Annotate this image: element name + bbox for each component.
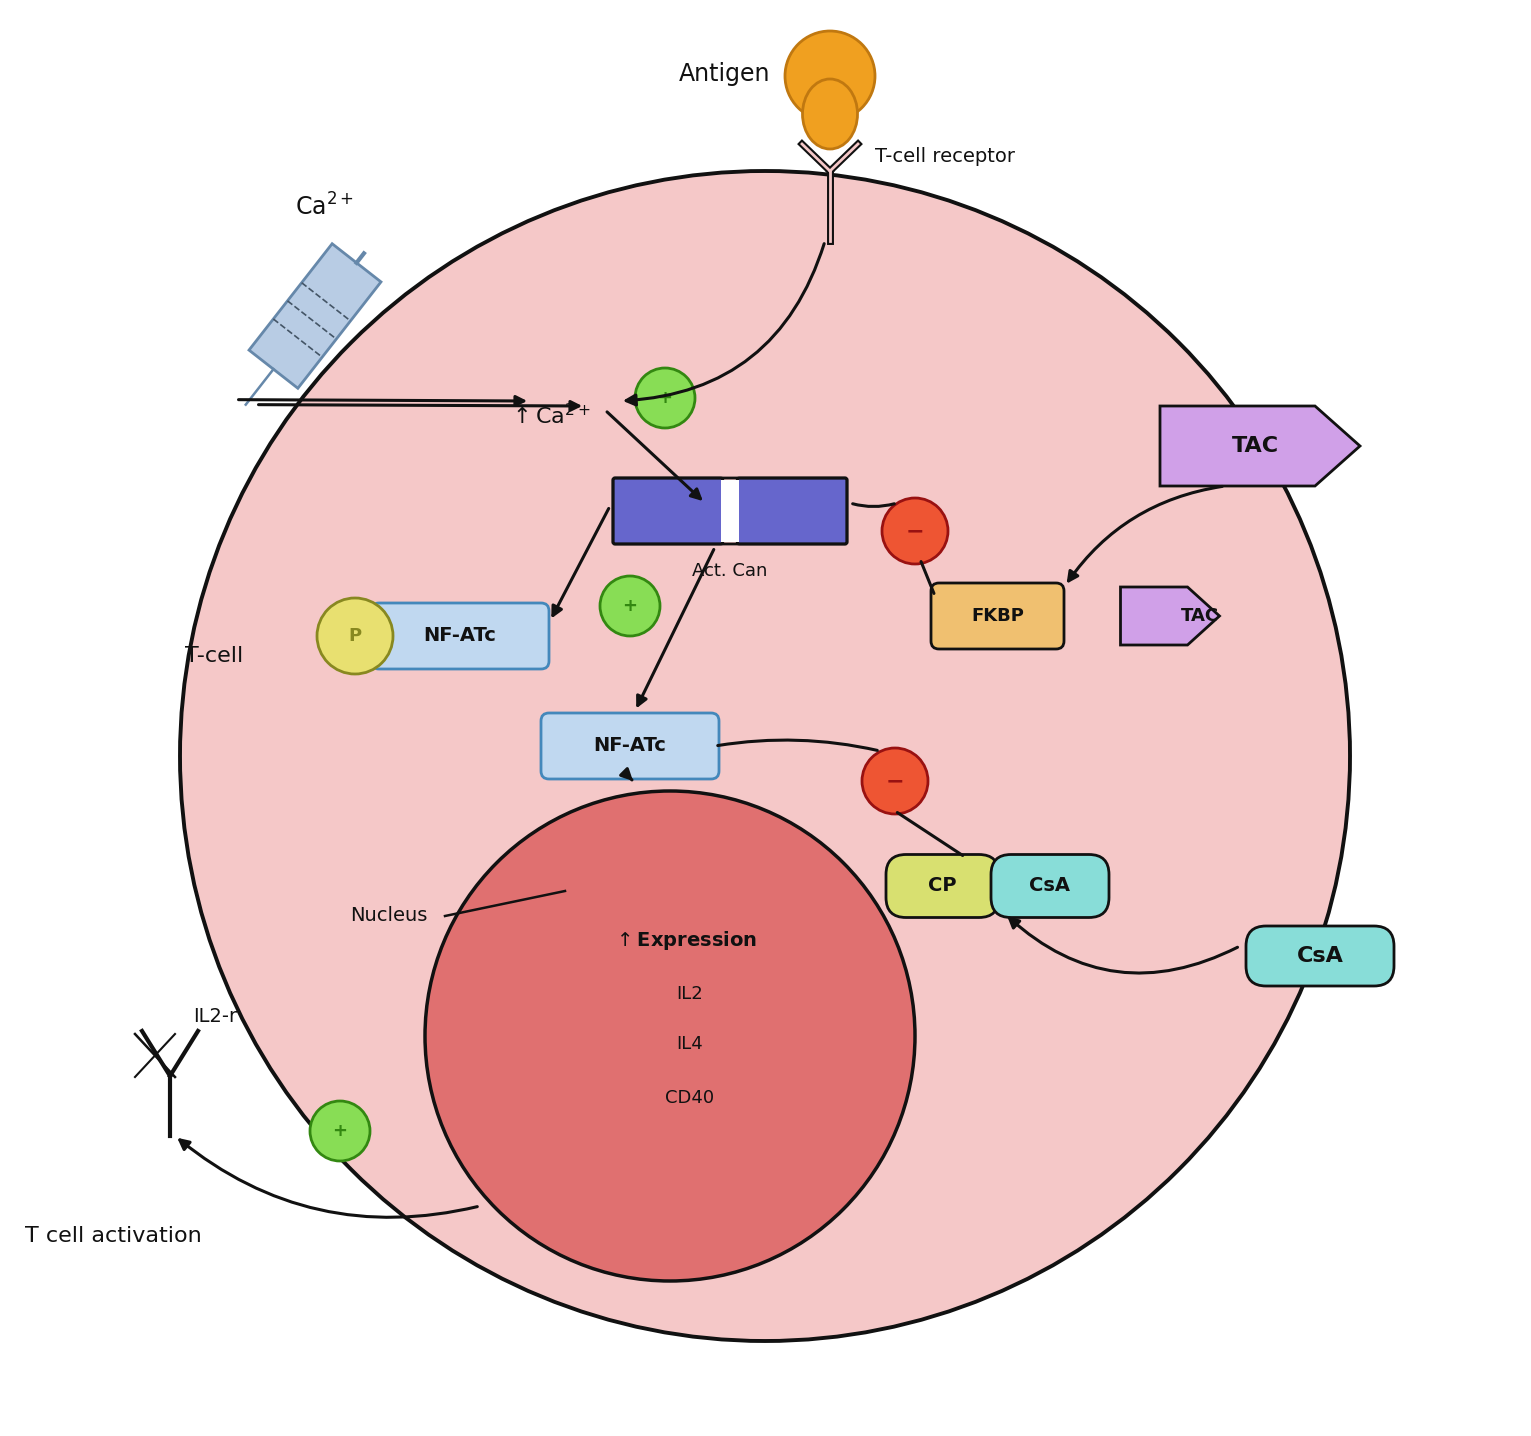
- Text: +: +: [657, 389, 672, 406]
- Text: IL2-r: IL2-r: [193, 1007, 237, 1025]
- Text: FKBP: FKBP: [971, 607, 1024, 625]
- Text: +: +: [332, 1122, 348, 1140]
- Text: −: −: [906, 521, 925, 541]
- Text: CsA: CsA: [1297, 946, 1343, 966]
- Circle shape: [862, 748, 928, 814]
- Text: $\uparrow$Expression: $\uparrow$Expression: [612, 929, 758, 952]
- Text: T-cell receptor: T-cell receptor: [876, 146, 1015, 165]
- FancyBboxPatch shape: [991, 854, 1108, 918]
- Text: T-cell: T-cell: [185, 646, 243, 666]
- FancyBboxPatch shape: [540, 714, 720, 778]
- Circle shape: [426, 791, 916, 1281]
- Text: NF-ATc: NF-ATc: [424, 626, 496, 646]
- Polygon shape: [250, 244, 381, 388]
- Text: NF-ATc: NF-ATc: [594, 737, 666, 755]
- Circle shape: [600, 576, 660, 636]
- Text: TAC: TAC: [1231, 437, 1278, 457]
- Text: Ca$^{2+}$: Ca$^{2+}$: [295, 194, 355, 221]
- Text: TAC: TAC: [1180, 607, 1219, 625]
- Text: CD40: CD40: [666, 1088, 715, 1107]
- FancyBboxPatch shape: [371, 603, 550, 669]
- Text: CP: CP: [928, 876, 957, 896]
- Circle shape: [181, 171, 1350, 1341]
- FancyBboxPatch shape: [931, 583, 1064, 649]
- FancyBboxPatch shape: [612, 478, 723, 544]
- Text: Act. Can: Act. Can: [692, 561, 767, 580]
- FancyBboxPatch shape: [1246, 926, 1395, 987]
- FancyBboxPatch shape: [738, 478, 847, 544]
- Text: Antigen: Antigen: [678, 62, 770, 86]
- Text: IL2: IL2: [677, 985, 703, 1002]
- Text: −: −: [886, 771, 905, 791]
- FancyBboxPatch shape: [886, 854, 1000, 918]
- Circle shape: [882, 498, 948, 564]
- Text: Nucleus: Nucleus: [351, 906, 427, 925]
- Circle shape: [309, 1101, 371, 1160]
- Polygon shape: [1121, 587, 1220, 645]
- Text: P: P: [349, 628, 361, 645]
- Circle shape: [317, 597, 393, 673]
- Text: T cell activation: T cell activation: [24, 1226, 202, 1246]
- Bar: [721, 480, 739, 541]
- Circle shape: [635, 368, 695, 428]
- Text: $\uparrow$Ca$^{2+}$: $\uparrow$Ca$^{2+}$: [508, 404, 591, 428]
- Polygon shape: [1160, 406, 1360, 485]
- Circle shape: [785, 32, 876, 121]
- Ellipse shape: [802, 79, 857, 149]
- Text: CsA: CsA: [1029, 876, 1070, 896]
- Text: +: +: [623, 597, 637, 615]
- Text: IL4: IL4: [677, 1035, 703, 1053]
